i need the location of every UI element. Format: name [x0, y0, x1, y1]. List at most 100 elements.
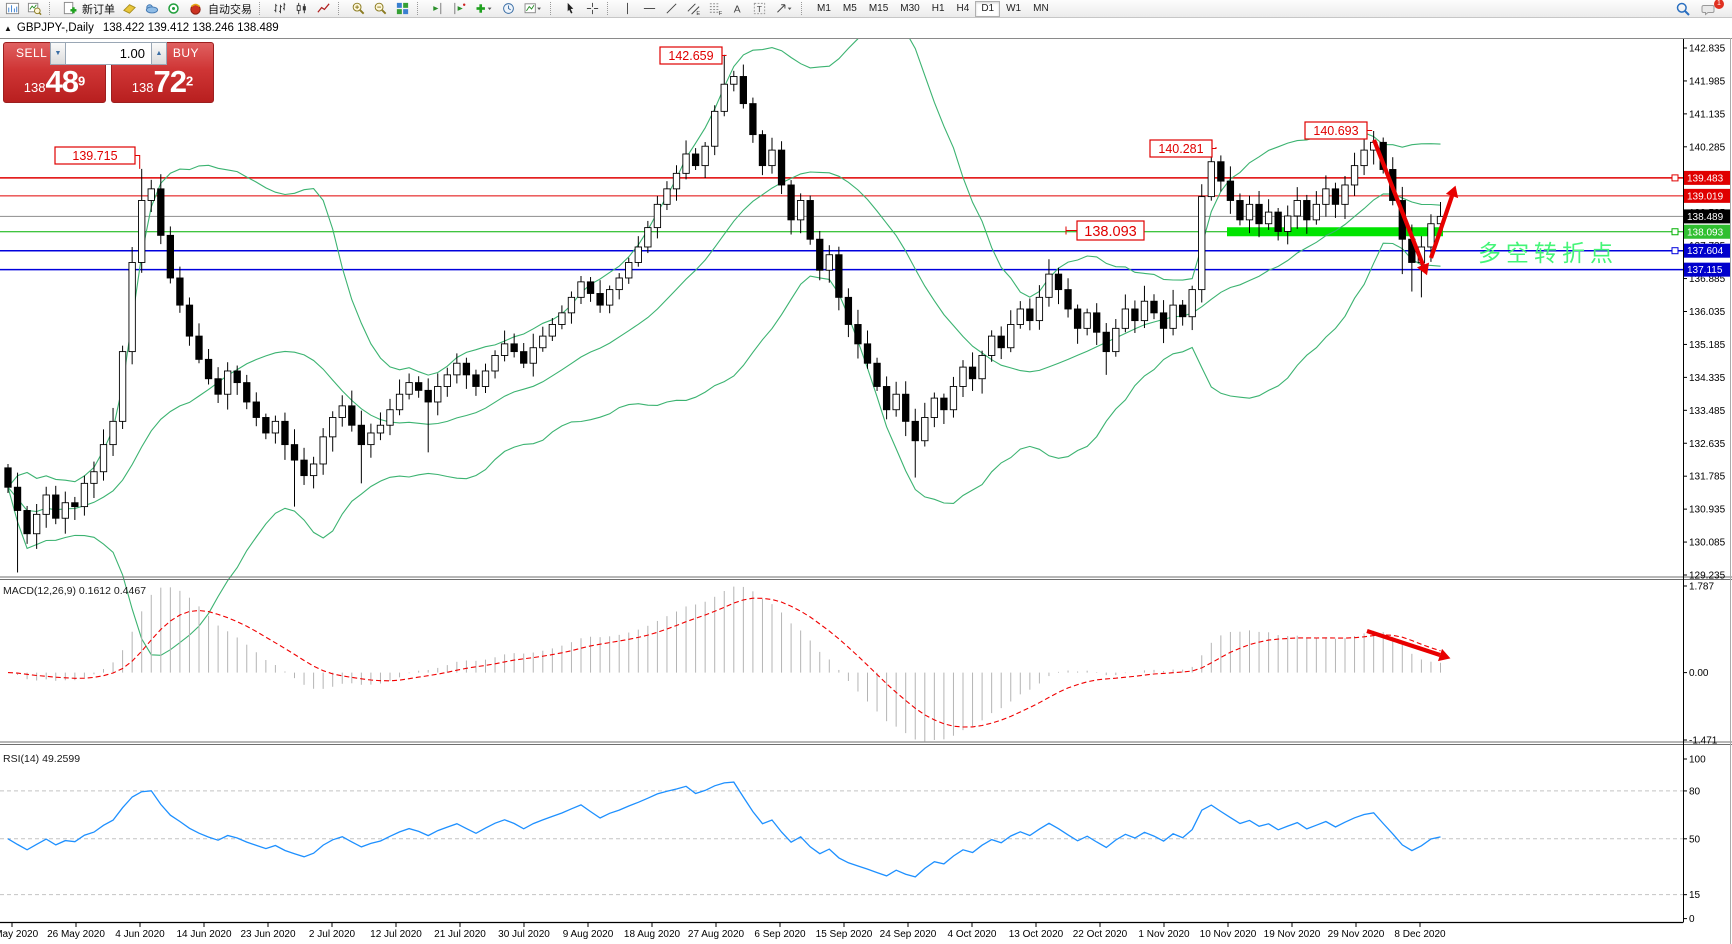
new-chart-button[interactable]	[2, 1, 23, 17]
zoom-out-button[interactable]	[370, 1, 391, 17]
svg-text:26 May 2020: 26 May 2020	[47, 929, 105, 940]
svg-text:136.885: 136.885	[1689, 274, 1726, 285]
toolbar: 新订单 自动交易 E F A T M1 M5 M15 M30 H1 H4 D1 W1 MN	[0, 0, 1732, 18]
arrows-tool-button[interactable]	[771, 1, 797, 17]
svg-text:132.635: 132.635	[1689, 439, 1726, 450]
signal-icon[interactable]	[163, 1, 184, 17]
svg-text:137.115: 137.115	[1687, 265, 1723, 276]
annotations[interactable]: 139.715 142.659 140.281 140.693 138.093 多空转折点	[54, 46, 1618, 662]
add-indicator-button[interactable]	[471, 1, 497, 17]
toolbar-grip	[259, 2, 264, 15]
svg-text:142.659: 142.659	[668, 49, 713, 63]
svg-text:141.985: 141.985	[1689, 76, 1726, 87]
svg-text:13 Oct 2020: 13 Oct 2020	[1009, 929, 1064, 940]
svg-text:137.604: 137.604	[1687, 246, 1724, 257]
hline-tool-button[interactable]	[639, 1, 660, 17]
volume-decrease-button[interactable]: ▼	[50, 42, 66, 65]
timeframe-M15[interactable]: M15	[863, 1, 894, 17]
template-button[interactable]	[520, 1, 546, 17]
chart-shift-button[interactable]	[427, 1, 448, 17]
svg-text:30 Jul 2020: 30 Jul 2020	[498, 929, 550, 940]
profiles-button[interactable]	[24, 1, 45, 17]
svg-text:23 Jun 2020: 23 Jun 2020	[240, 929, 295, 940]
svg-text:131.785: 131.785	[1689, 472, 1726, 483]
timeframe-M30[interactable]: M30	[894, 1, 925, 17]
svg-text:139.483: 139.483	[1687, 173, 1724, 184]
svg-text:27 Aug 2020: 27 Aug 2020	[688, 929, 745, 940]
sell-label: SELL	[16, 46, 48, 60]
svg-text:139.715: 139.715	[72, 149, 117, 163]
timeframe-M1[interactable]: M1	[811, 1, 837, 17]
symbol-title: GBPJPY-,Daily	[16, 22, 94, 34]
svg-text:141.135: 141.135	[1689, 109, 1726, 120]
tile-windows-button[interactable]	[392, 1, 413, 17]
svg-text:0: 0	[1689, 914, 1695, 925]
toolbar-grip	[607, 2, 612, 15]
toolbar-grip	[801, 2, 806, 15]
cloud-icon[interactable]	[141, 1, 162, 17]
svg-text:15 Sep 2020: 15 Sep 2020	[816, 929, 873, 940]
svg-text:24 Sep 2020: 24 Sep 2020	[880, 929, 937, 940]
candles	[4, 54, 1445, 573]
svg-text:4 Jun 2020: 4 Jun 2020	[115, 929, 165, 940]
toolbar-right: 1	[1672, 0, 1730, 17]
autotrade-label[interactable]: 自动交易	[208, 3, 252, 16]
notification-badge: 1	[1714, 0, 1724, 9]
auto-scroll-button[interactable]	[449, 1, 470, 17]
indicator-panels	[0, 586, 1683, 896]
new-order-label[interactable]: 新订单	[82, 3, 115, 16]
trendline-tool-button[interactable]	[661, 1, 682, 17]
toolbar-grip	[338, 2, 343, 15]
svg-text:138.093: 138.093	[1084, 224, 1136, 240]
period-clock-button[interactable]	[498, 1, 519, 17]
bar-chart-mode-button[interactable]	[269, 1, 290, 17]
svg-text:12 Jul 2020: 12 Jul 2020	[370, 929, 422, 940]
timeframe-H4[interactable]: H4	[951, 1, 976, 17]
timeframe-D1[interactable]: D1	[975, 0, 1001, 17]
fibonacci-tool-button[interactable]: F	[705, 1, 726, 17]
text-tool-button[interactable]: A	[727, 1, 748, 17]
crosshair-tool-button[interactable]	[582, 1, 603, 17]
volume-input[interactable]	[66, 42, 151, 65]
notifications-icon[interactable]: 1	[1698, 0, 1724, 17]
svg-text:129.235: 129.235	[1689, 571, 1726, 582]
note-text[interactable]: 多空转折点	[1478, 240, 1618, 266]
candlestick-mode-button[interactable]	[291, 1, 312, 17]
autotrade-button[interactable]	[185, 1, 206, 17]
svg-text:80: 80	[1689, 786, 1701, 797]
svg-text:4 Oct 2020: 4 Oct 2020	[948, 929, 997, 940]
svg-text:9 Aug 2020: 9 Aug 2020	[563, 929, 614, 940]
volume-stepper: ▼ ▲	[50, 42, 167, 65]
text-label-tool-button[interactable]: T	[749, 1, 770, 17]
line-chart-mode-button[interactable]	[313, 1, 334, 17]
volume-increase-button[interactable]: ▲	[151, 42, 167, 65]
svg-text:7 May 2020: 7 May 2020	[0, 929, 39, 940]
timeframe-H1[interactable]: H1	[926, 1, 951, 17]
svg-text:8 Dec 2020: 8 Dec 2020	[1394, 929, 1446, 940]
svg-text:135.185: 135.185	[1689, 340, 1726, 351]
cursor-tool-button[interactable]	[560, 1, 581, 17]
search-icon[interactable]	[1672, 1, 1694, 17]
svg-text:19 Nov 2020: 19 Nov 2020	[1264, 929, 1321, 940]
timeframe-toolbar: M1 M5 M15 M30 H1 H4 D1 W1 MN	[811, 0, 1055, 17]
new-order-button[interactable]	[59, 1, 80, 17]
timeframe-MN[interactable]: MN	[1027, 1, 1055, 17]
svg-text:14 Jun 2020: 14 Jun 2020	[176, 929, 231, 940]
timeframe-M5[interactable]: M5	[837, 1, 863, 17]
svg-text:-1.471: -1.471	[1689, 736, 1718, 747]
svg-text:0.00: 0.00	[1689, 668, 1709, 679]
svg-text:1.787: 1.787	[1689, 582, 1714, 593]
collapse-panel-arrow[interactable]: ▲	[4, 23, 12, 33]
toolbar-grip	[49, 2, 54, 15]
timeframe-W1[interactable]: W1	[1000, 1, 1027, 17]
svg-text:140.281: 140.281	[1158, 142, 1203, 156]
svg-text:100: 100	[1689, 755, 1706, 766]
zoom-in-button[interactable]	[348, 1, 369, 17]
macd-label: MACD(12,26,9) 0.1612 0.4467	[3, 585, 147, 597]
vline-tool-button[interactable]	[617, 1, 638, 17]
channel-tool-button[interactable]: E	[683, 1, 704, 17]
highlighter-icon[interactable]	[119, 1, 140, 17]
